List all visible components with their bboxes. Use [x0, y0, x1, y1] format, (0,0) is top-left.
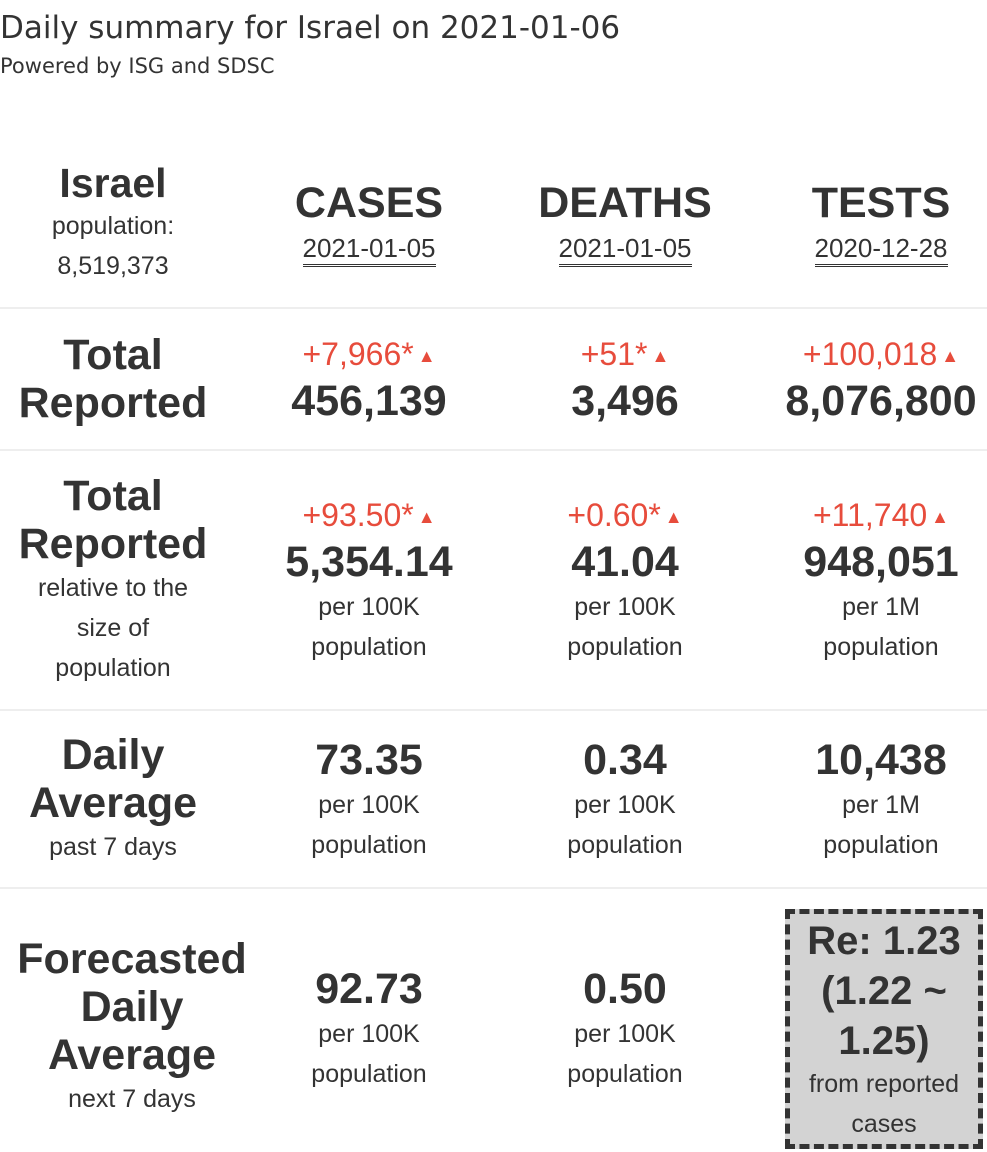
- unit-label: population: [567, 831, 683, 859]
- total-reported-row: Total Reported +7,966* ▲ 456,139 +51* ▲ 3,…: [0, 309, 987, 449]
- deaths-average-cell: 0.34 per 100K population: [497, 735, 753, 865]
- triangle-up-icon: ▲: [931, 507, 949, 527]
- unit-label: population: [311, 831, 427, 859]
- deaths-forecast-cell: 0.50 per 100K population: [497, 964, 753, 1094]
- row-label-line: Average: [47, 1031, 217, 1079]
- deaths-average-value: 0.34: [583, 736, 667, 784]
- deaths-date: 2021-01-05: [497, 228, 753, 268]
- deaths-header: DEATHS: [538, 179, 712, 227]
- triangle-up-icon: ▲: [417, 507, 436, 527]
- tests-relative-value: 948,051: [803, 538, 959, 586]
- tests-average-value: 10,438: [815, 736, 947, 784]
- cases-forecast-cell: 92.73 per 100K population: [241, 964, 497, 1094]
- cases-forecast-value: 92.73: [315, 965, 423, 1013]
- deaths-delta: +51* ▲: [580, 336, 670, 372]
- population-label: population:: [51, 212, 175, 240]
- cases-delta: +7,966* ▲: [302, 336, 436, 372]
- re-estimate-box: Re: 1.23 (1.22 ~ 1.25) from reported cas…: [785, 909, 983, 1149]
- unit-label: population: [567, 633, 683, 661]
- tests-relative-cell: +11,740 ▲ 948,051 per 1M population: [753, 495, 987, 667]
- deaths-relative-value: 41.04: [571, 538, 679, 586]
- divider: [0, 887, 987, 889]
- cases-total-value: 456,139: [291, 377, 447, 425]
- unit-label: population: [823, 831, 939, 859]
- divider: [0, 709, 987, 711]
- population-value: 8,519,373: [57, 252, 169, 280]
- row-label-line: Daily: [61, 731, 165, 779]
- unit-label: population: [567, 1060, 683, 1088]
- cases-header: CASES: [294, 179, 444, 227]
- row-label: Total Reported: [0, 331, 226, 427]
- page-title: Daily summary for Israel on 2021-01-06: [0, 10, 621, 46]
- tests-relative-delta: +11,740 ▲: [812, 497, 949, 533]
- triangle-up-icon: ▲: [417, 346, 436, 366]
- triangle-up-icon: ▲: [664, 507, 683, 527]
- row-label-line: Average: [28, 779, 198, 827]
- unit-label: per 1M: [842, 593, 920, 621]
- tests-date: 2020-12-28: [753, 228, 987, 268]
- unit-label: per 100K: [574, 593, 676, 621]
- page-subtitle: Powered by ISG and SDSC: [0, 54, 275, 78]
- tests-average-cell: 10,438 per 1M population: [753, 735, 987, 865]
- unit-label: population: [311, 1060, 427, 1088]
- deaths-column-header: DEATHS 2021-01-05: [497, 178, 753, 268]
- cases-relative-value: 5,354.14: [285, 538, 453, 586]
- relative-row: Total Reported relative to the size of p…: [0, 451, 987, 709]
- row-label: Forecasted Daily Average next 7 days: [0, 935, 264, 1119]
- deaths-total-cell: +51* ▲ 3,496: [497, 334, 753, 426]
- column-header-row: Israel population: 8,519,373 CASES 2021-…: [0, 160, 987, 308]
- tests-total-value: 8,076,800: [785, 377, 977, 425]
- deaths-relative-cell: +0.60* ▲ 41.04 per 100K population: [497, 495, 753, 667]
- cases-average-cell: 73.35 per 100K population: [241, 735, 497, 865]
- re-source-label: cases: [851, 1110, 917, 1138]
- deaths-forecast-value: 0.50: [583, 965, 667, 1013]
- row-label-line: Reported: [18, 520, 208, 568]
- cases-date: 2021-01-05: [241, 228, 497, 268]
- row-sublabel: next 7 days: [68, 1085, 196, 1113]
- unit-label: per 100K: [574, 791, 676, 819]
- row-sublabel: population: [55, 654, 171, 682]
- daily-average-row: Daily Average past 7 days 73.35 per 100K…: [0, 711, 987, 887]
- re-range-low: (1.22 ~: [821, 969, 947, 1013]
- row-label-line: Daily: [80, 983, 184, 1031]
- cases-relative-cell: +93.50* ▲ 5,354.14 per 100K population: [241, 495, 497, 667]
- row-sublabel: past 7 days: [49, 833, 177, 861]
- unit-label: per 100K: [574, 1020, 676, 1048]
- tests-delta: +100,018 ▲: [802, 336, 960, 372]
- deaths-relative-delta: +0.60* ▲: [567, 497, 683, 533]
- triangle-up-icon: ▲: [651, 346, 670, 366]
- row-sublabel: size of: [76, 614, 150, 642]
- row-label-line: Total: [63, 472, 163, 520]
- row-label: Daily Average past 7 days: [0, 731, 226, 867]
- row-label-line: Reported: [18, 379, 208, 427]
- place-name: Israel: [59, 160, 167, 206]
- place-cell: Israel population: 8,519,373: [0, 160, 226, 286]
- cases-relative-delta: +93.50* ▲: [302, 497, 436, 533]
- cases-total-cell: +7,966* ▲ 456,139: [241, 334, 497, 426]
- triangle-up-icon: ▲: [941, 346, 960, 366]
- deaths-total-value: 3,496: [571, 377, 679, 425]
- divider: [0, 307, 987, 309]
- unit-label: per 100K: [318, 593, 420, 621]
- unit-label: per 100K: [318, 791, 420, 819]
- re-range-high: 1.25): [838, 1019, 930, 1063]
- row-label: Total Reported relative to the size of p…: [0, 472, 226, 688]
- unit-label: per 1M: [842, 791, 920, 819]
- cases-column-header: CASES 2021-01-05: [241, 178, 497, 268]
- row-label-line: Total: [63, 331, 163, 379]
- divider: [0, 449, 987, 451]
- unit-label: per 100K: [318, 1020, 420, 1048]
- tests-column-header: TESTS 2020-12-28: [753, 178, 987, 268]
- tests-total-cell: +100,018 ▲ 8,076,800: [753, 334, 987, 426]
- row-label-line: Forecasted: [17, 935, 247, 983]
- cases-average-value: 73.35: [315, 736, 423, 784]
- re-source-label: from reported: [808, 1070, 960, 1098]
- unit-label: population: [311, 633, 427, 661]
- tests-header: TESTS: [811, 179, 951, 227]
- row-sublabel: relative to the: [37, 574, 189, 602]
- unit-label: population: [823, 633, 939, 661]
- re-value: Re: 1.23: [807, 919, 961, 963]
- forecast-row: Forecasted Daily Average next 7 days 92.…: [0, 889, 987, 1152]
